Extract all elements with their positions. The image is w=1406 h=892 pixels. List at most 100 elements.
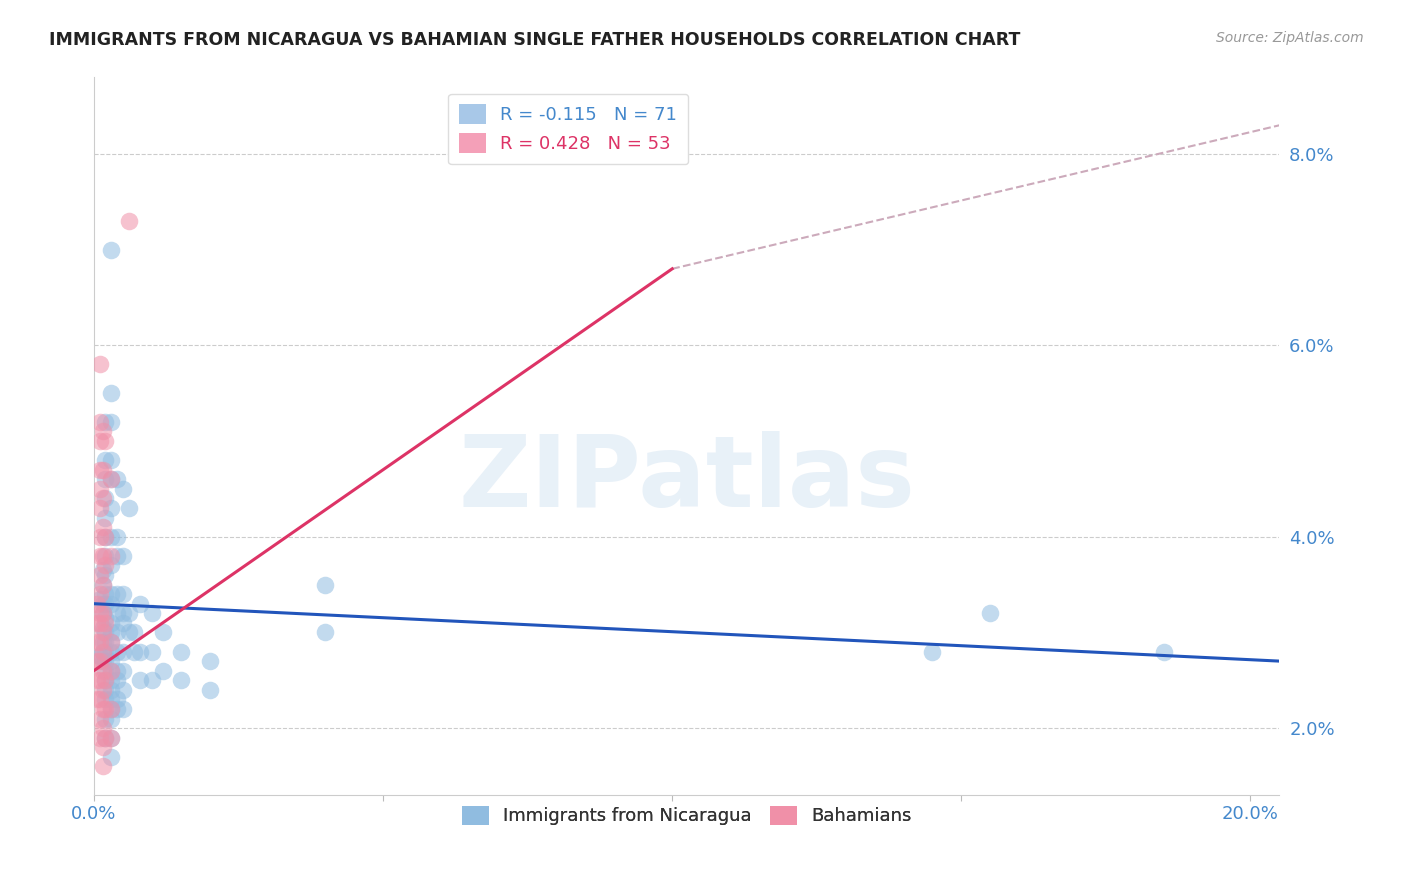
Point bbox=[89, 731, 111, 745]
Point bbox=[89, 482, 111, 496]
Point bbox=[111, 702, 134, 716]
Point bbox=[89, 615, 111, 630]
Point bbox=[94, 702, 117, 716]
Point bbox=[141, 607, 163, 621]
Point bbox=[94, 587, 117, 601]
Point bbox=[89, 463, 111, 477]
Point bbox=[91, 664, 114, 678]
Point bbox=[100, 243, 122, 257]
Point bbox=[100, 731, 122, 745]
Point bbox=[91, 607, 114, 621]
Point bbox=[105, 472, 128, 486]
Point bbox=[169, 673, 191, 688]
Point bbox=[86, 635, 108, 649]
Point bbox=[100, 635, 122, 649]
Point bbox=[111, 482, 134, 496]
Point bbox=[89, 501, 111, 516]
Point bbox=[91, 577, 114, 591]
Point bbox=[105, 530, 128, 544]
Point bbox=[89, 568, 111, 582]
Point bbox=[100, 702, 122, 716]
Point bbox=[105, 644, 128, 658]
Point bbox=[91, 702, 114, 716]
Point bbox=[105, 664, 128, 678]
Point bbox=[111, 549, 134, 563]
Point bbox=[100, 702, 122, 716]
Point bbox=[86, 597, 108, 611]
Point bbox=[117, 625, 139, 640]
Point bbox=[91, 463, 114, 477]
Point bbox=[91, 740, 114, 755]
Point bbox=[111, 615, 134, 630]
Point bbox=[94, 673, 117, 688]
Point bbox=[89, 530, 111, 544]
Point bbox=[111, 682, 134, 697]
Point bbox=[100, 635, 122, 649]
Point bbox=[111, 664, 134, 678]
Point bbox=[94, 558, 117, 573]
Point bbox=[100, 673, 122, 688]
Point bbox=[89, 692, 111, 706]
Point bbox=[100, 472, 122, 486]
Point bbox=[117, 607, 139, 621]
Text: IMMIGRANTS FROM NICARAGUA VS BAHAMIAN SINGLE FATHER HOUSEHOLDS CORRELATION CHART: IMMIGRANTS FROM NICARAGUA VS BAHAMIAN SI… bbox=[49, 31, 1021, 49]
Text: Source: ZipAtlas.com: Source: ZipAtlas.com bbox=[1216, 31, 1364, 45]
Point bbox=[94, 568, 117, 582]
Point bbox=[169, 644, 191, 658]
Point bbox=[94, 692, 117, 706]
Point bbox=[198, 654, 221, 668]
Point bbox=[198, 682, 221, 697]
Point bbox=[100, 501, 122, 516]
Point bbox=[94, 682, 117, 697]
Point bbox=[91, 425, 114, 439]
Point bbox=[94, 712, 117, 726]
Point bbox=[89, 712, 111, 726]
Point bbox=[141, 673, 163, 688]
Point bbox=[129, 597, 152, 611]
Point bbox=[86, 654, 108, 668]
Point bbox=[94, 731, 117, 745]
Point bbox=[94, 453, 117, 467]
Point bbox=[91, 597, 114, 611]
Point bbox=[91, 759, 114, 773]
Point bbox=[94, 654, 117, 668]
Point bbox=[100, 664, 122, 678]
Point bbox=[94, 625, 117, 640]
Point bbox=[94, 472, 117, 486]
Point bbox=[94, 611, 117, 625]
Point bbox=[91, 491, 114, 506]
Point bbox=[91, 625, 114, 640]
Point bbox=[100, 731, 122, 745]
Legend: Immigrants from Nicaragua, Bahamians: Immigrants from Nicaragua, Bahamians bbox=[454, 798, 920, 832]
Point bbox=[105, 702, 128, 716]
Point bbox=[89, 549, 111, 563]
Point bbox=[91, 682, 114, 697]
Point bbox=[94, 673, 117, 688]
Point bbox=[141, 644, 163, 658]
Point bbox=[100, 472, 122, 486]
Point bbox=[105, 549, 128, 563]
Point bbox=[100, 625, 122, 640]
Point bbox=[111, 607, 134, 621]
Point bbox=[100, 597, 122, 611]
Point bbox=[105, 607, 128, 621]
Point bbox=[94, 415, 117, 429]
Point bbox=[129, 673, 152, 688]
Point bbox=[91, 577, 114, 591]
Point bbox=[124, 625, 146, 640]
Point bbox=[100, 682, 122, 697]
Point bbox=[91, 563, 114, 577]
Point bbox=[100, 549, 122, 563]
Point bbox=[100, 712, 122, 726]
Point bbox=[89, 358, 111, 372]
Point bbox=[129, 644, 152, 658]
Point bbox=[314, 577, 336, 591]
Point bbox=[94, 530, 117, 544]
Point bbox=[89, 591, 111, 606]
Point bbox=[86, 673, 108, 688]
Point bbox=[100, 664, 122, 678]
Point bbox=[111, 587, 134, 601]
Point bbox=[1153, 644, 1175, 658]
Point bbox=[100, 386, 122, 401]
Point bbox=[94, 530, 117, 544]
